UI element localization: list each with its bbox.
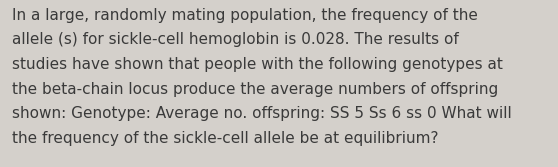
Text: shown: Genotype: Average no. offspring: SS 5 Ss 6 ss 0 What will: shown: Genotype: Average no. offspring: … [12,106,512,121]
Text: studies have shown that people with the following genotypes at: studies have shown that people with the … [12,57,503,72]
Text: the frequency of the sickle-cell allele be at equilibrium?: the frequency of the sickle-cell allele … [12,131,439,146]
Text: the beta-chain locus produce the average numbers of offspring: the beta-chain locus produce the average… [12,82,498,97]
Text: In a large, randomly mating population, the frequency of the: In a large, randomly mating population, … [12,8,478,23]
Text: allele (s) for sickle-cell hemoglobin is 0.028. The results of: allele (s) for sickle-cell hemoglobin is… [12,32,459,47]
